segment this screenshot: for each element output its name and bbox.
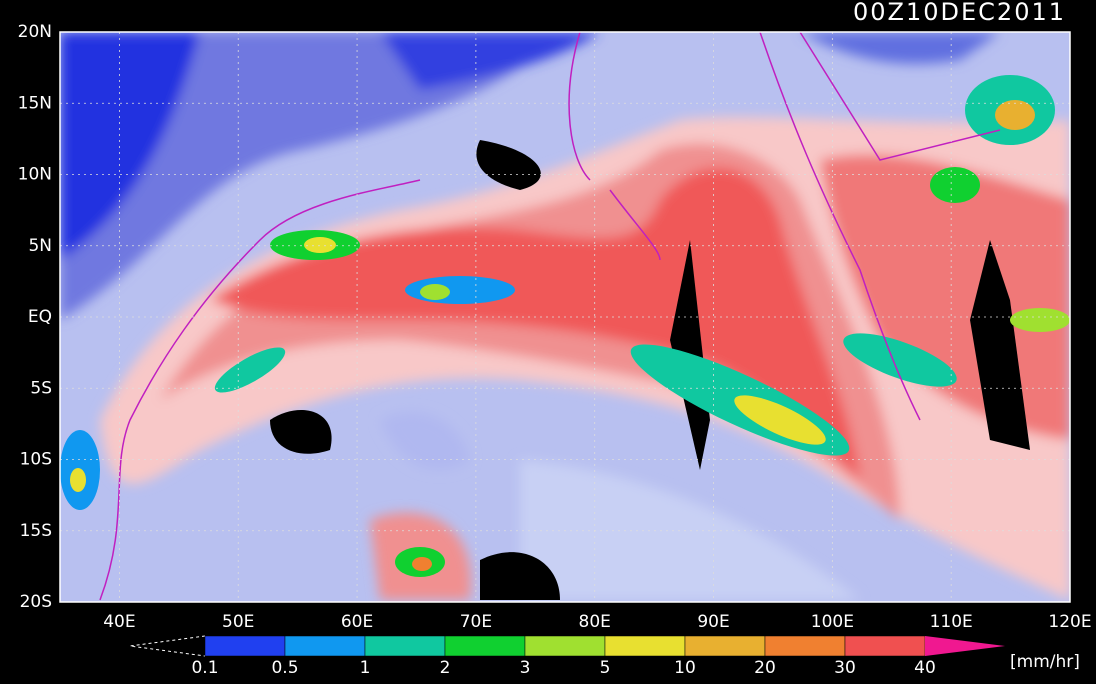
graticule bbox=[60, 32, 1070, 602]
lat-label: 10S bbox=[20, 450, 52, 470]
colorbar-label: 20 bbox=[754, 658, 776, 678]
lon-label: 110E bbox=[930, 612, 973, 632]
colorbar-over bbox=[925, 636, 1005, 656]
colorbar-segment bbox=[204, 635, 286, 657]
colorbar-segment bbox=[444, 635, 526, 657]
map-title: 00Z10DEC2011 bbox=[853, 0, 1066, 26]
colorbar-segment bbox=[764, 635, 846, 657]
lon-label: 50E bbox=[222, 612, 254, 632]
colorbar-label: 10 bbox=[674, 658, 696, 678]
colorbar-label: 1 bbox=[360, 658, 371, 678]
colorbar-segment bbox=[604, 635, 686, 657]
axis-labels: 20N 15N 10N 5N EQ 5S 10S 15S 20S 40E 50E 60E 70E 80E 9… bbox=[18, 22, 1092, 632]
lat-label: 15S bbox=[20, 521, 52, 541]
lon-label: 90E bbox=[697, 612, 729, 632]
lat-label: 5N bbox=[28, 236, 52, 256]
colorbar-label: 40 bbox=[914, 658, 936, 678]
lon-label: 120E bbox=[1048, 612, 1091, 632]
lon-label: 80E bbox=[579, 612, 611, 632]
colorbar-under bbox=[129, 635, 206, 657]
lat-label: 20S bbox=[20, 592, 52, 612]
lat-label: 20N bbox=[18, 22, 52, 42]
colorbar-segment bbox=[524, 635, 606, 657]
coastlines bbox=[99, 32, 1001, 601]
colorbar-segment bbox=[284, 635, 366, 657]
lon-label: 70E bbox=[460, 612, 492, 632]
rain-cells bbox=[60, 75, 1070, 577]
map-frame bbox=[59, 31, 1071, 603]
colorbar-label: 3 bbox=[520, 658, 531, 678]
colorbar-label: 2 bbox=[440, 658, 451, 678]
colorbar-label: 5 bbox=[600, 658, 611, 678]
lon-label: 60E bbox=[341, 612, 373, 632]
lat-label: EQ bbox=[28, 307, 52, 327]
lat-label: 5S bbox=[30, 378, 52, 398]
colorbar-label: 0.1 bbox=[191, 658, 218, 678]
lat-label: 10N bbox=[18, 165, 52, 185]
lon-label: 100E bbox=[811, 612, 854, 632]
colorbar-segment bbox=[364, 635, 446, 657]
lat-label: 15N bbox=[18, 93, 52, 113]
colorbar-unit: [mm/hr] bbox=[1010, 652, 1080, 672]
colorbar-segment bbox=[844, 635, 926, 657]
colorbar-segment bbox=[684, 635, 766, 657]
colorbar: 0.1 0.5 1 2 3 5 10 20 30 40 [mm/hr] bbox=[129, 635, 1080, 678]
colorbar-label: 30 bbox=[834, 658, 856, 678]
lon-label: 40E bbox=[103, 612, 135, 632]
colorbar-label: 0.5 bbox=[271, 658, 298, 678]
